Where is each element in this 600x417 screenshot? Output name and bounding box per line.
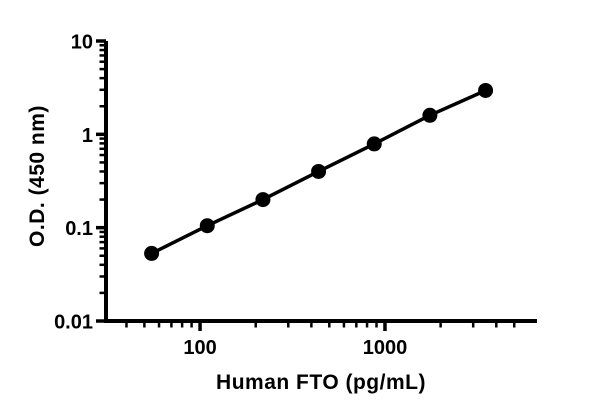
x-axis-title: Human FTO (pg/mL) bbox=[216, 371, 426, 394]
data-point bbox=[255, 192, 271, 208]
data-point bbox=[422, 107, 438, 123]
x-tick-label: 1000 bbox=[363, 337, 408, 359]
data-point bbox=[311, 163, 327, 179]
y-tick-label: 10 bbox=[71, 32, 93, 54]
y-tick-label: 1 bbox=[82, 125, 93, 147]
data-point bbox=[144, 245, 160, 261]
data-point bbox=[366, 136, 382, 152]
data-point bbox=[478, 82, 494, 98]
data-point bbox=[199, 218, 215, 234]
x-tick-label: 100 bbox=[183, 337, 216, 359]
y-tick-label: 0.1 bbox=[65, 218, 93, 240]
plot-layer: 100 1000 10 1 0.1 0.01 bbox=[54, 32, 537, 359]
y-tick-label: 0.01 bbox=[54, 312, 93, 334]
y-axis-title: O.D. (450 nm) bbox=[26, 105, 49, 247]
